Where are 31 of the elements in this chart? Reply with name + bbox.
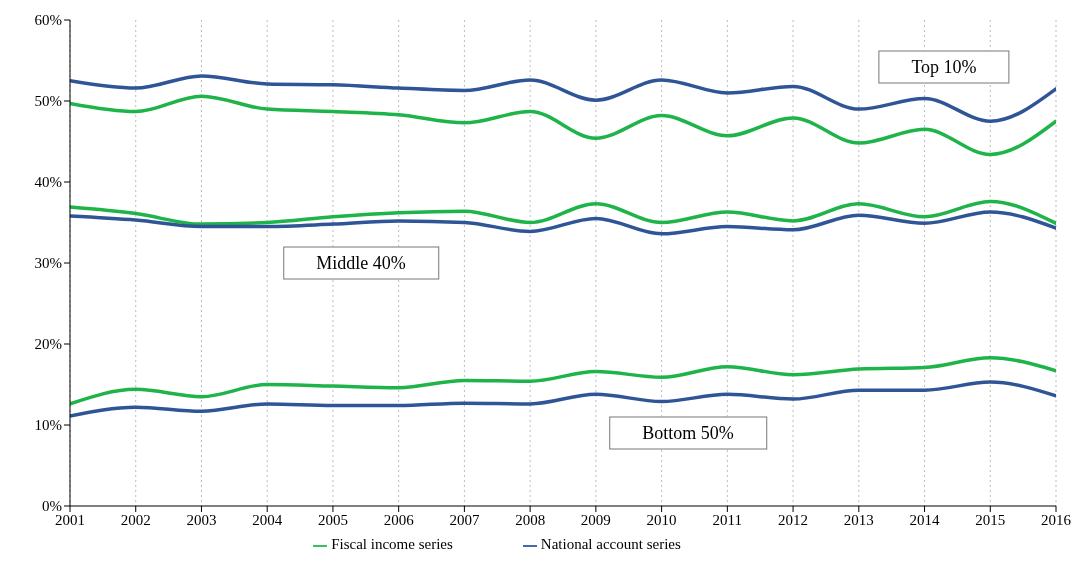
x-tick-label: 2012 bbox=[778, 511, 809, 528]
y-tick-label: 10% bbox=[34, 417, 62, 434]
line-series bbox=[70, 210, 1056, 236]
x-tick-label: 2006 bbox=[383, 511, 415, 528]
legend-label: Fiscal income series bbox=[331, 536, 453, 552]
x-tick-label: 2016 bbox=[1041, 511, 1072, 528]
y-tick-label: 60% bbox=[34, 12, 62, 29]
line-series bbox=[70, 94, 1056, 157]
x-tick-label: 2011 bbox=[712, 511, 743, 528]
x-tick-label: 2008 bbox=[515, 511, 546, 528]
x-tick-label: 2004 bbox=[252, 511, 283, 528]
line-series bbox=[70, 199, 1056, 226]
legend-label: National account series bbox=[540, 536, 681, 552]
y-tick-label: 40% bbox=[34, 174, 62, 191]
x-tick-label: 2009 bbox=[580, 511, 611, 528]
text-box: Bottom 50% bbox=[609, 416, 767, 450]
y-tick-label: 30% bbox=[34, 255, 62, 272]
y-tick-label: 50% bbox=[34, 93, 62, 110]
line-series bbox=[70, 380, 1056, 418]
line-series bbox=[70, 356, 1056, 406]
x-tick-label: 2010 bbox=[646, 511, 677, 528]
x-tick-label: 2003 bbox=[186, 511, 217, 528]
text-box: Top 10% bbox=[878, 50, 1010, 84]
y-tick-label: 20% bbox=[34, 336, 62, 353]
x-tick-label: 2005 bbox=[317, 511, 348, 528]
x-tick-label: 2007 bbox=[449, 511, 480, 528]
x-tick-label: 2014 bbox=[909, 511, 941, 528]
x-tick-label: 2002 bbox=[120, 511, 151, 528]
x-tick-label: 2013 bbox=[843, 511, 874, 528]
text-box: Middle 40% bbox=[283, 246, 439, 280]
x-tick-label: 2015 bbox=[975, 511, 1006, 528]
